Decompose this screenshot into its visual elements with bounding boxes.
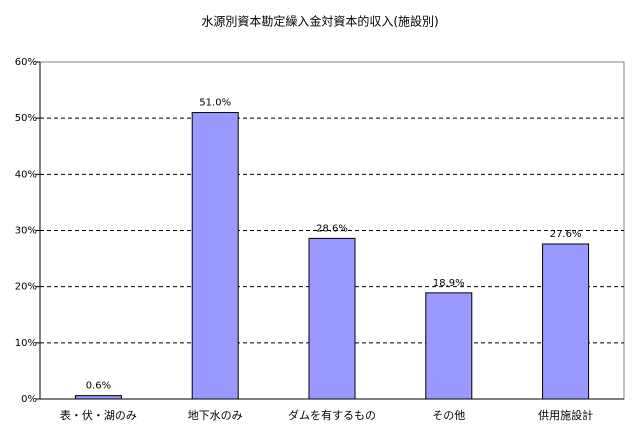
x-tick-label: その他 (432, 409, 465, 422)
x-tick-label: ダムを有するもの (288, 408, 376, 422)
y-tick-label: 30% (15, 226, 37, 237)
bar (308, 237, 356, 400)
x-tick-label: 表・伏・湖のみ (60, 408, 137, 422)
value-label: 0.6% (86, 381, 111, 392)
y-tick-label: 0% (21, 394, 37, 405)
bar (74, 395, 122, 400)
y-tick-label: 10% (15, 338, 37, 349)
value-label: 28.6% (316, 223, 348, 234)
value-label: 18.9% (433, 278, 465, 289)
chart-title: 水源別資本勘定繰入金対資本的収入(施設別) (201, 14, 438, 29)
bar (542, 243, 590, 400)
y-tick-label: 20% (15, 282, 37, 293)
y-tick-label: 40% (15, 169, 37, 180)
value-label: 27.6% (550, 229, 582, 240)
x-tick-label: 地下水のみ (188, 409, 243, 422)
y-tick-label: 50% (15, 113, 37, 124)
value-label: 51.0% (199, 98, 231, 109)
x-tick-label: 供用施設計 (538, 408, 593, 422)
y-tick-label: 60% (15, 57, 37, 68)
bar (191, 112, 239, 400)
bar (425, 292, 473, 400)
